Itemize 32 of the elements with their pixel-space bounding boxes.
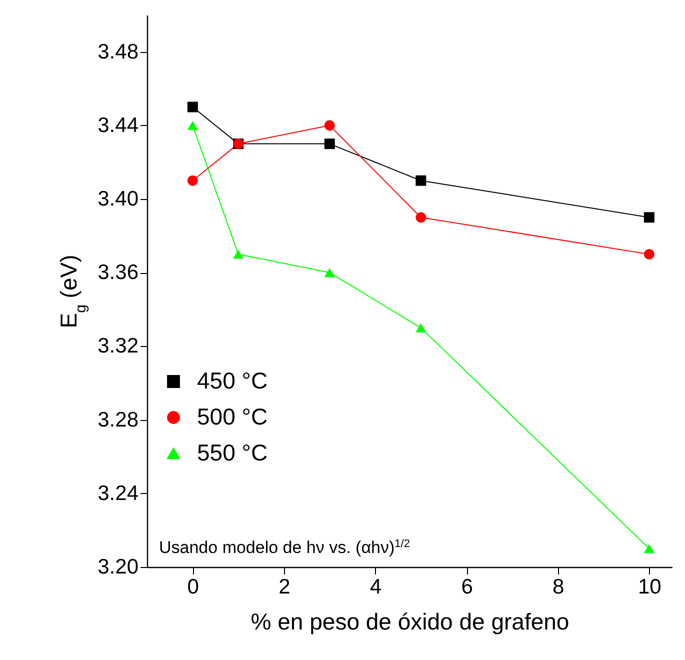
point <box>187 102 198 112</box>
point <box>644 544 654 554</box>
point <box>324 138 335 150</box>
legend-label: 550 °C <box>197 440 268 466</box>
x-tick-label: 0 <box>187 576 199 598</box>
x-tick-label: 2 <box>278 576 290 598</box>
point <box>324 120 335 131</box>
point <box>187 120 198 130</box>
x-tick-label: 8 <box>552 576 564 598</box>
x-tick-label: 6 <box>461 576 473 598</box>
legend-label: 500 °C <box>197 404 268 430</box>
y-tick-label: 3.40 <box>98 188 138 210</box>
x-tick-label: 10 <box>638 576 662 598</box>
y-tick-label: 3.48 <box>98 40 138 64</box>
point <box>416 323 426 332</box>
annotation: Usando modelo de hν vs. (αhν)$^{1/2}$ <box>159 538 410 557</box>
y-tick-label: 3.44 <box>98 114 139 137</box>
y-tick-label: 3.24 <box>98 482 139 505</box>
point <box>233 250 244 259</box>
point <box>324 268 335 278</box>
x-tick-label: 4 <box>370 576 382 598</box>
point <box>187 175 198 186</box>
legend-label: 450 °C <box>197 368 268 394</box>
x-axis-title: % en peso de óxido de grafeno <box>250 608 570 634</box>
point <box>644 248 654 260</box>
point <box>416 212 426 223</box>
y-tick-label: 3.36 <box>98 261 138 284</box>
point <box>644 212 654 223</box>
y-tick-label: 3.32 <box>98 334 138 358</box>
y-tick-label: 3.28 <box>98 408 138 432</box>
point <box>416 175 426 186</box>
y-tick-label: 3.20 <box>98 556 138 578</box>
